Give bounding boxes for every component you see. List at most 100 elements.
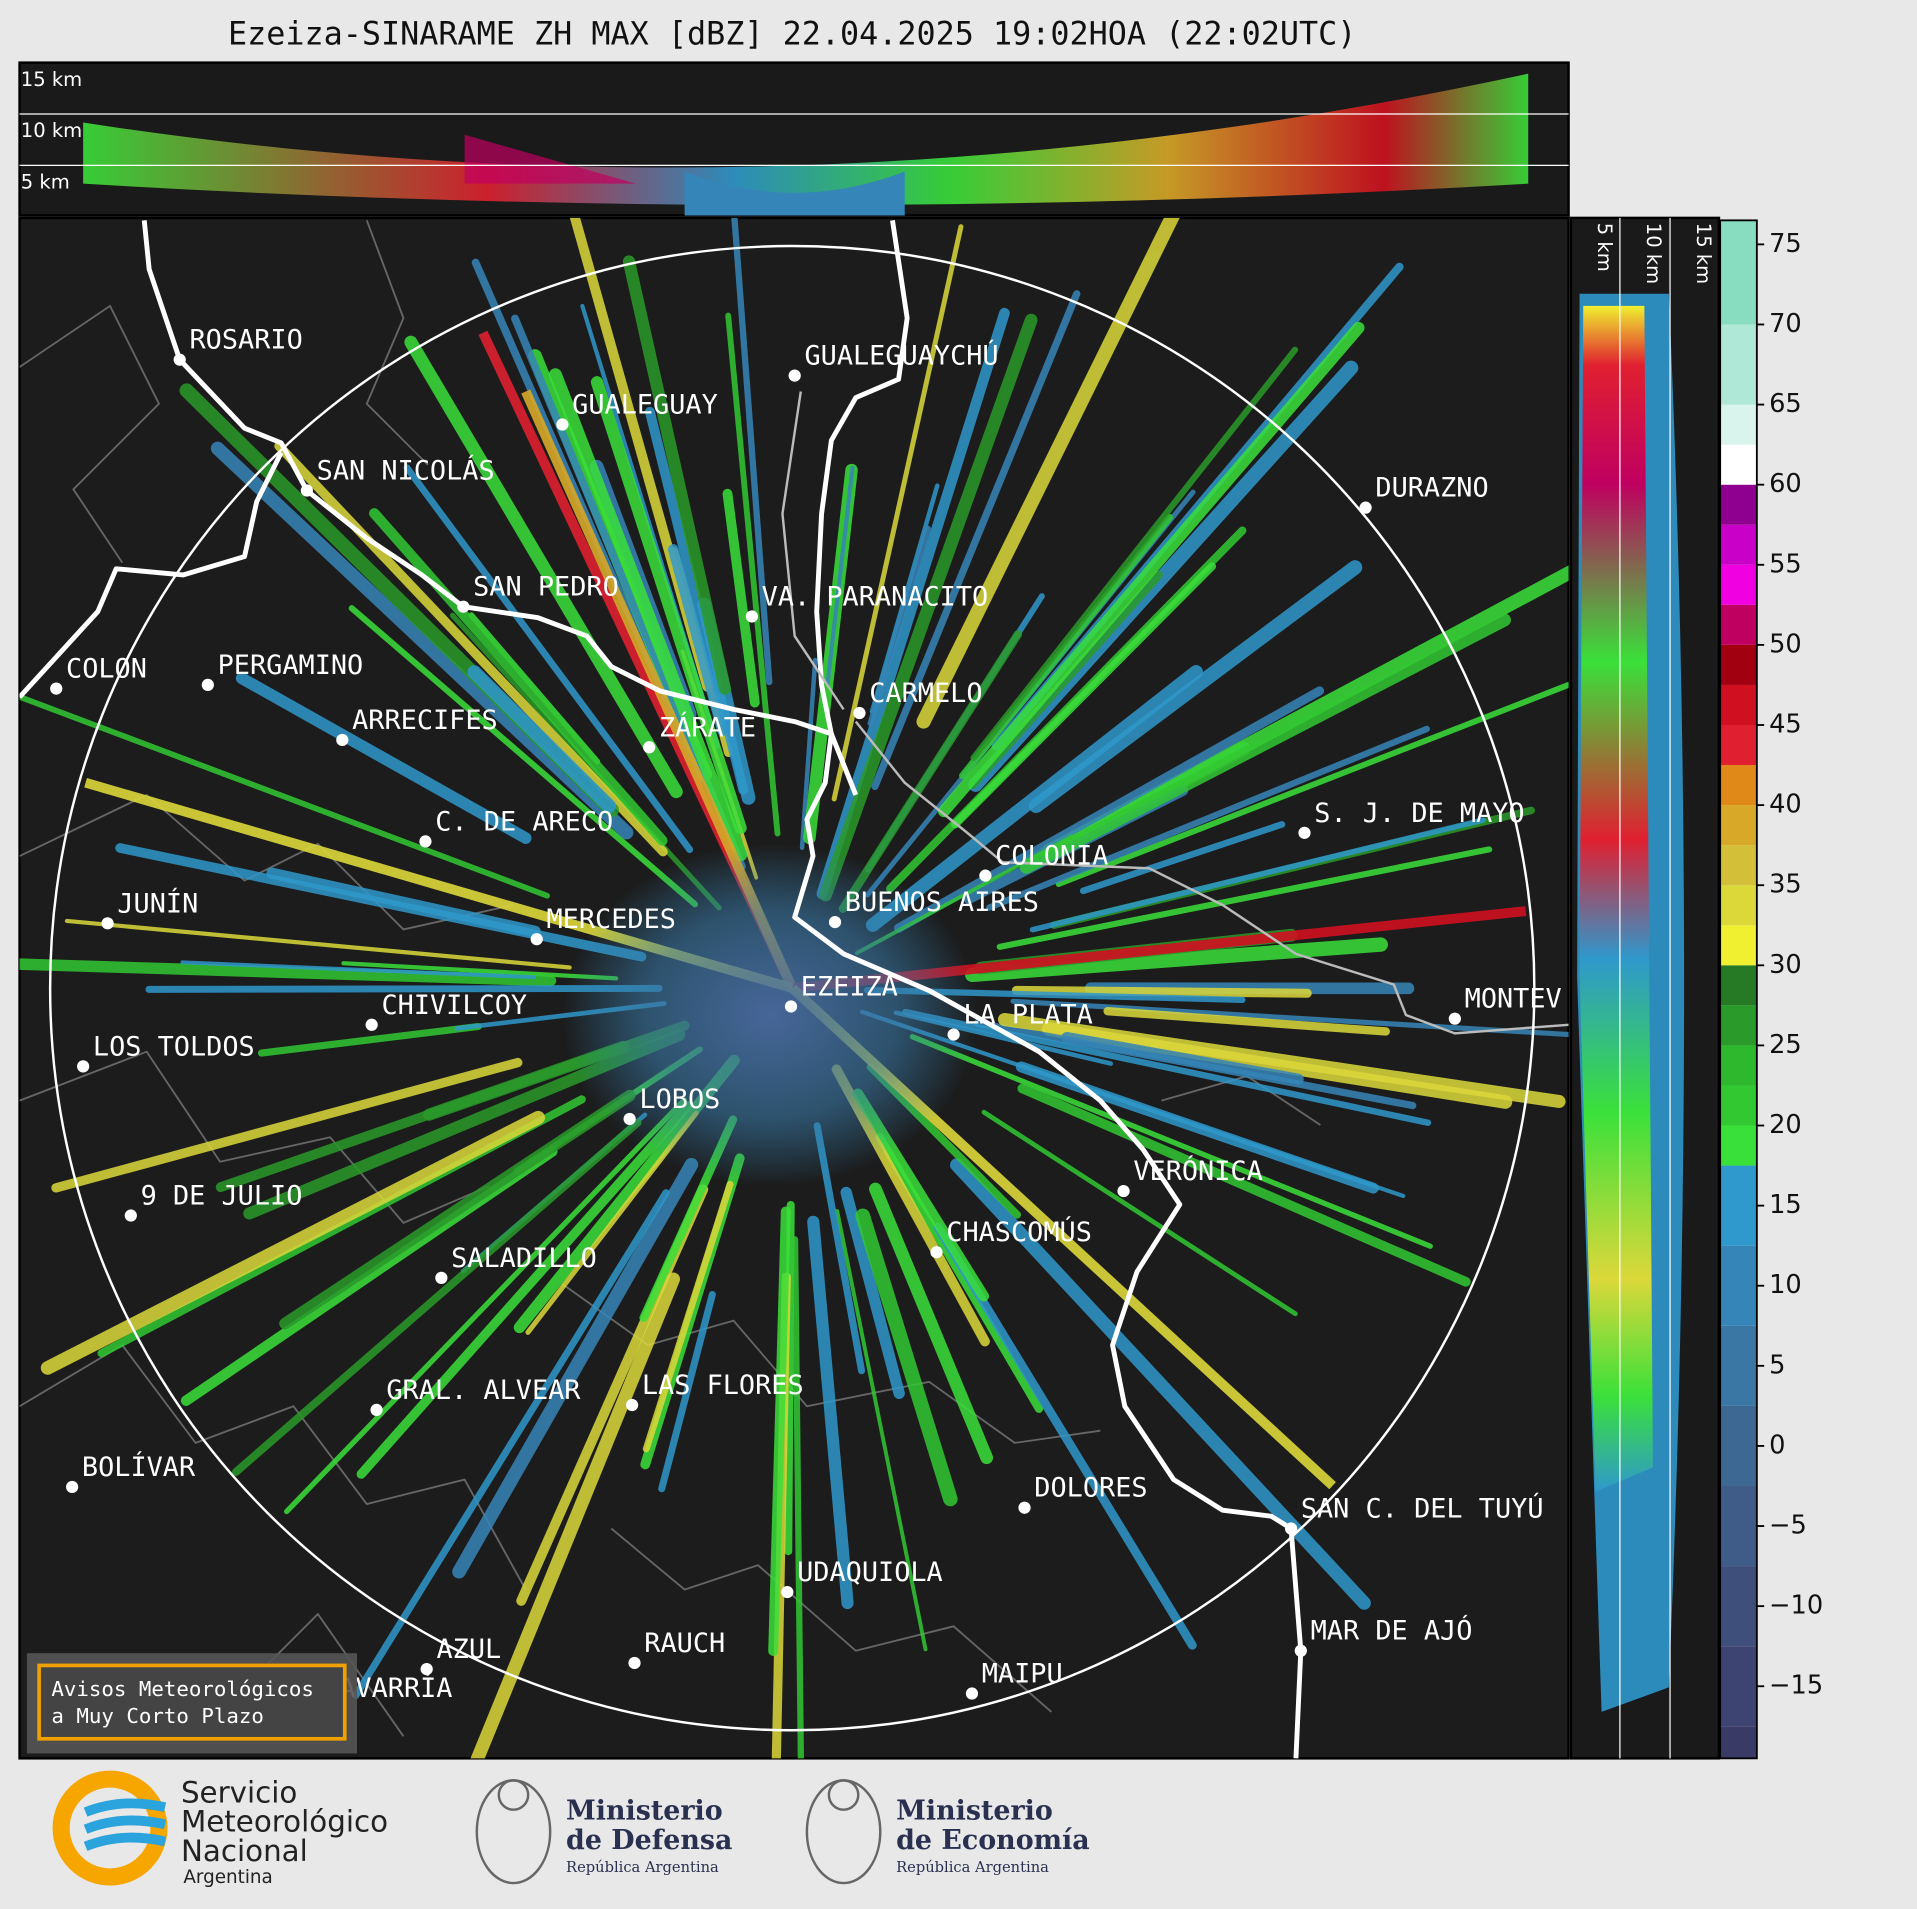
warning-box[interactable]: Avisos Meteorológicos a Muy Corto Plazo [26, 1653, 357, 1754]
colorbar: −15 −10 −5 0 5 10 15 20 25 30 35 40 45 50 55 60 65 70 75 [1719, 219, 1823, 1760]
city-marker [979, 869, 992, 882]
city-label: COLONIA [995, 841, 1108, 872]
colorbar-frame [1719, 219, 1758, 1760]
colorbar-tick-label: 20 [1769, 1110, 1802, 1140]
colorbar-band [1720, 684, 1757, 725]
city-marker [435, 1271, 448, 1284]
city-marker [420, 1662, 433, 1676]
city-label: ZÁRATE [659, 711, 756, 743]
city-label: VERÓNICA [1133, 1155, 1262, 1187]
city-label: COLON [66, 654, 147, 685]
city-marker [124, 1209, 137, 1222]
colorbar-band [1720, 1245, 1757, 1326]
city-marker [1018, 1501, 1031, 1514]
logo-text: de Defensa [566, 1825, 732, 1856]
city-marker [828, 915, 842, 929]
city-label: GUALEGUAY [572, 390, 718, 421]
city-label: JUNÍN [117, 887, 198, 919]
logo-text: Ministerio [896, 1795, 1053, 1826]
colorbar-tick-label: 35 [1769, 870, 1802, 900]
colorbar-band [1720, 1646, 1757, 1727]
city-marker [336, 733, 349, 747]
colorbar-tick-label: 55 [1769, 549, 1802, 579]
title: Ezeiza-SINARAME ZH MAX [dBZ] 22.04.2025 … [228, 16, 1356, 52]
colorbar-tick-label: 5 [1769, 1350, 1785, 1380]
logo-text: República Argentina [896, 1859, 1049, 1876]
city-label: CHIVILCOY [381, 990, 527, 1021]
city-marker [556, 418, 569, 431]
logo-text: Ministerio [566, 1795, 723, 1826]
city-label: LOBOS [639, 1084, 720, 1115]
city-label: SALADILLO [451, 1243, 597, 1274]
city-marker [965, 1687, 979, 1700]
city-marker [784, 1000, 798, 1013]
city-label: UDAQUIOLA [797, 1557, 943, 1588]
height-label: 5 km [21, 171, 70, 194]
city-marker [50, 682, 63, 695]
colorbar-tick-label: 40 [1769, 790, 1802, 820]
colorbar-band [1720, 444, 1757, 485]
colorbar-tick-label: 50 [1769, 629, 1802, 659]
colorbar-band [1720, 845, 1757, 886]
city-marker [745, 610, 758, 623]
city-label: S. J. DE MAYO [1314, 798, 1524, 829]
city-label: RAUCH [644, 1628, 725, 1659]
city-marker [201, 678, 214, 692]
logo-defensa: Ministerio de Defensa República Argentin… [475, 1779, 732, 1885]
colorbar-band [1720, 324, 1757, 405]
city-marker [173, 353, 186, 366]
city-marker [947, 1028, 960, 1041]
city-marker [1298, 826, 1311, 839]
city-label: MAR DE AJÓ [1311, 1615, 1473, 1647]
colorbar-tick-label: 60 [1769, 469, 1802, 499]
height-label: 5 km [1593, 223, 1616, 272]
colorbar-band [1720, 1726, 1757, 1759]
colorbar-band [1720, 644, 1757, 685]
colorbar-band [1720, 765, 1757, 806]
map-panel: ROSARIO GUALEGUAYCHÚ GUALEGUAY SAN NICOLÁS D… [18, 216, 1570, 1760]
city-label: VA. PARANACITO [762, 581, 989, 612]
city-marker [623, 1112, 636, 1126]
city-label: MONTEV [1465, 984, 1562, 1015]
colorbar-band [1720, 1125, 1757, 1166]
height-panel-top: 15 km 10 km 5 km [18, 61, 1570, 217]
city-marker [365, 1018, 378, 1031]
height-label: 15 km [21, 68, 82, 91]
colorbar-band [1720, 965, 1757, 1006]
warning-text: Avisos Meteorológicos [51, 1677, 314, 1701]
city-marker [101, 917, 114, 930]
colorbar-tick-label: 75 [1769, 229, 1802, 259]
city-label: CHASCOMÚS [946, 1216, 1092, 1248]
logo-text: de Economía [896, 1825, 1090, 1856]
city-marker [77, 1060, 90, 1073]
city-label: BOLÍVAR [82, 1451, 196, 1483]
colorbar-band [1720, 1045, 1757, 1086]
city-label: SAN NICOLÁS [317, 455, 495, 487]
colorbar-band [1720, 404, 1757, 445]
city-label: LOS TOLDOS [93, 1031, 255, 1062]
city-label: ROSARIO [189, 325, 302, 356]
city-label: LA PLATA [963, 1000, 1092, 1031]
colorbar-tick-label: 15 [1769, 1190, 1802, 1220]
colorbar-band [1720, 524, 1757, 565]
city-marker [419, 835, 432, 848]
colorbar-tick-label: 0 [1769, 1430, 1785, 1460]
city-label: DOLORES [1034, 1473, 1147, 1504]
colorbar-band [1720, 604, 1757, 645]
city-marker [1117, 1184, 1130, 1198]
colorbar-band [1720, 1405, 1757, 1486]
city-label: EZEIZA [801, 971, 898, 1002]
colorbar-band [1720, 885, 1757, 926]
colorbar-band [1720, 724, 1757, 766]
logo-text: República Argentina [566, 1859, 719, 1876]
height-label: 15 km [1692, 223, 1715, 284]
colorbar-band [1720, 484, 1757, 525]
city-marker [1284, 1522, 1298, 1535]
city-marker [853, 706, 866, 720]
height-label: 10 km [1642, 223, 1665, 284]
colorbar-band [1720, 925, 1757, 966]
city-marker [788, 369, 801, 382]
city-label: BUENOS AIRES [845, 887, 1039, 918]
city-label: GRAL. ALVEAR [386, 1375, 581, 1406]
